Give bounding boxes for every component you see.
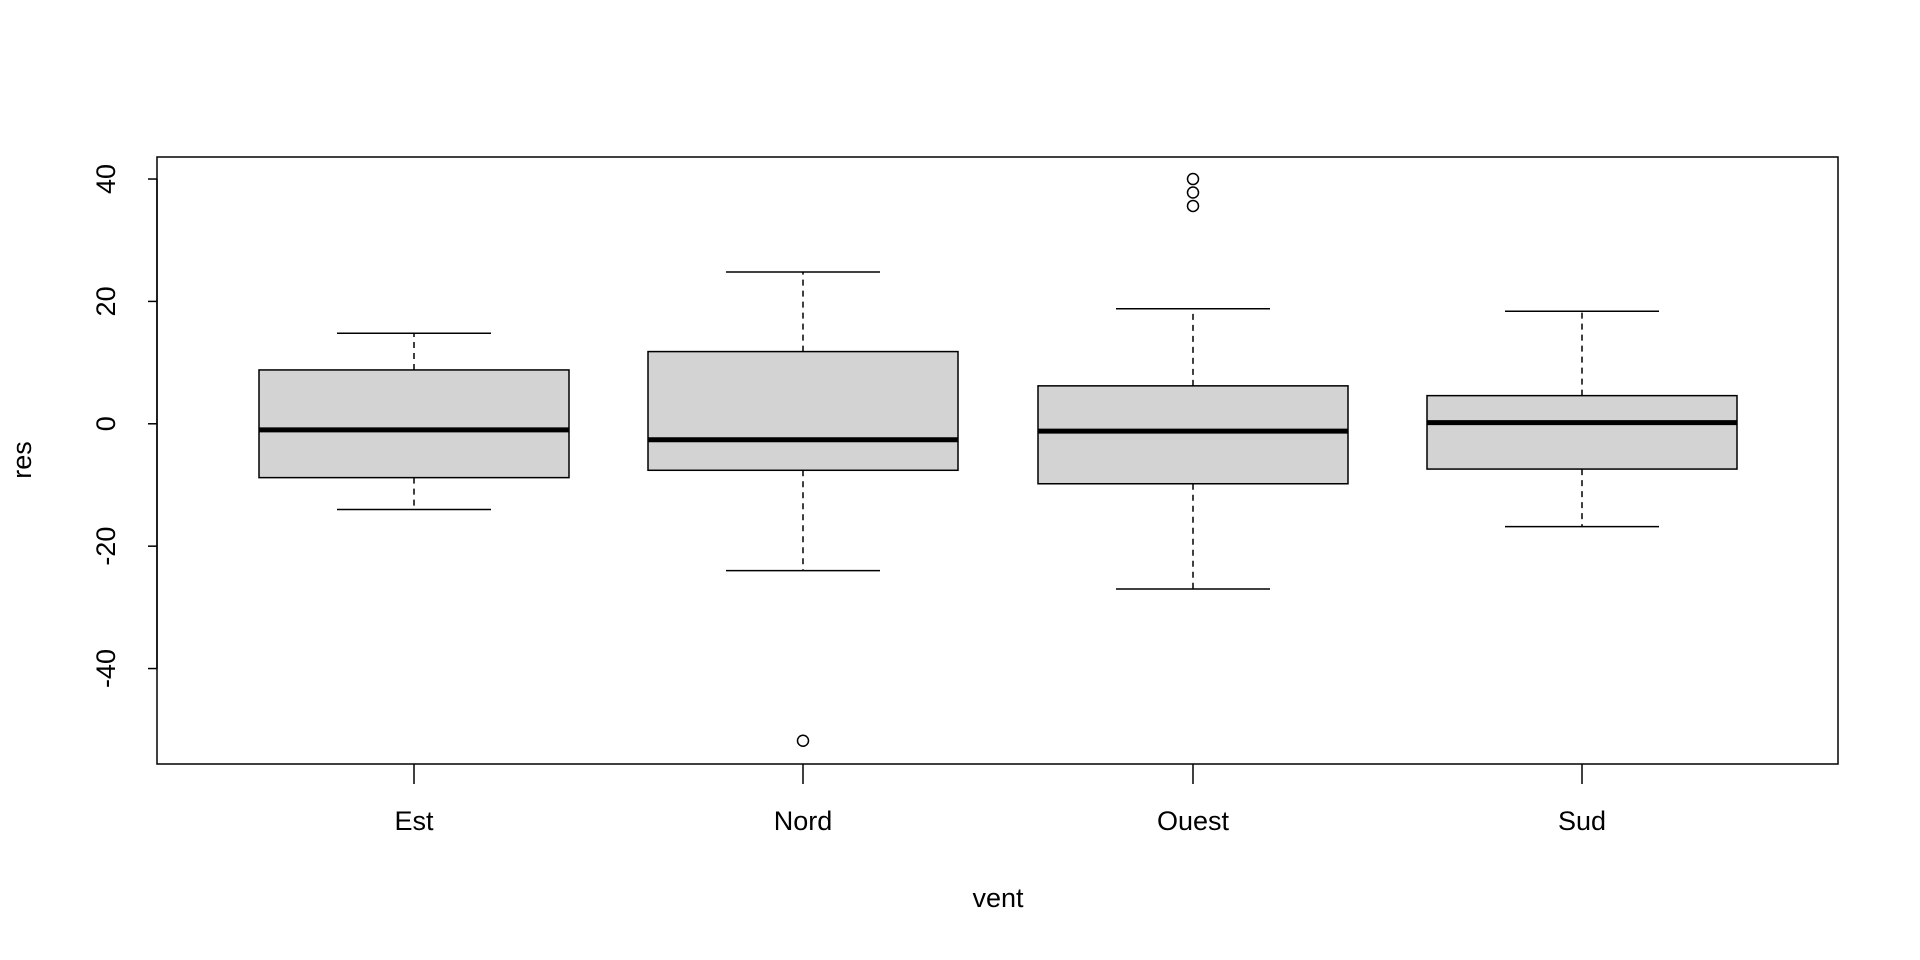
y-tick-label: 20 [91,286,121,316]
x-axis-label: vent [972,883,1024,913]
y-axis-label: res [7,441,37,479]
x-tick-label: Ouest [1157,806,1230,836]
box [258,369,570,479]
y-tick-label: -20 [91,527,121,566]
outlier [1186,186,1200,199]
x-tick-label: Nord [774,806,833,836]
outlier [1186,199,1200,213]
box [1426,394,1738,470]
y-tick-label: 0 [91,416,121,431]
box [647,350,959,472]
box [1037,385,1349,485]
outlier [1186,172,1200,186]
x-tick-label: Est [394,806,434,836]
x-tick-label: Sud [1558,806,1606,836]
outlier [796,734,810,747]
y-tick-label: 40 [91,164,121,194]
y-tick-label: -40 [91,649,121,688]
